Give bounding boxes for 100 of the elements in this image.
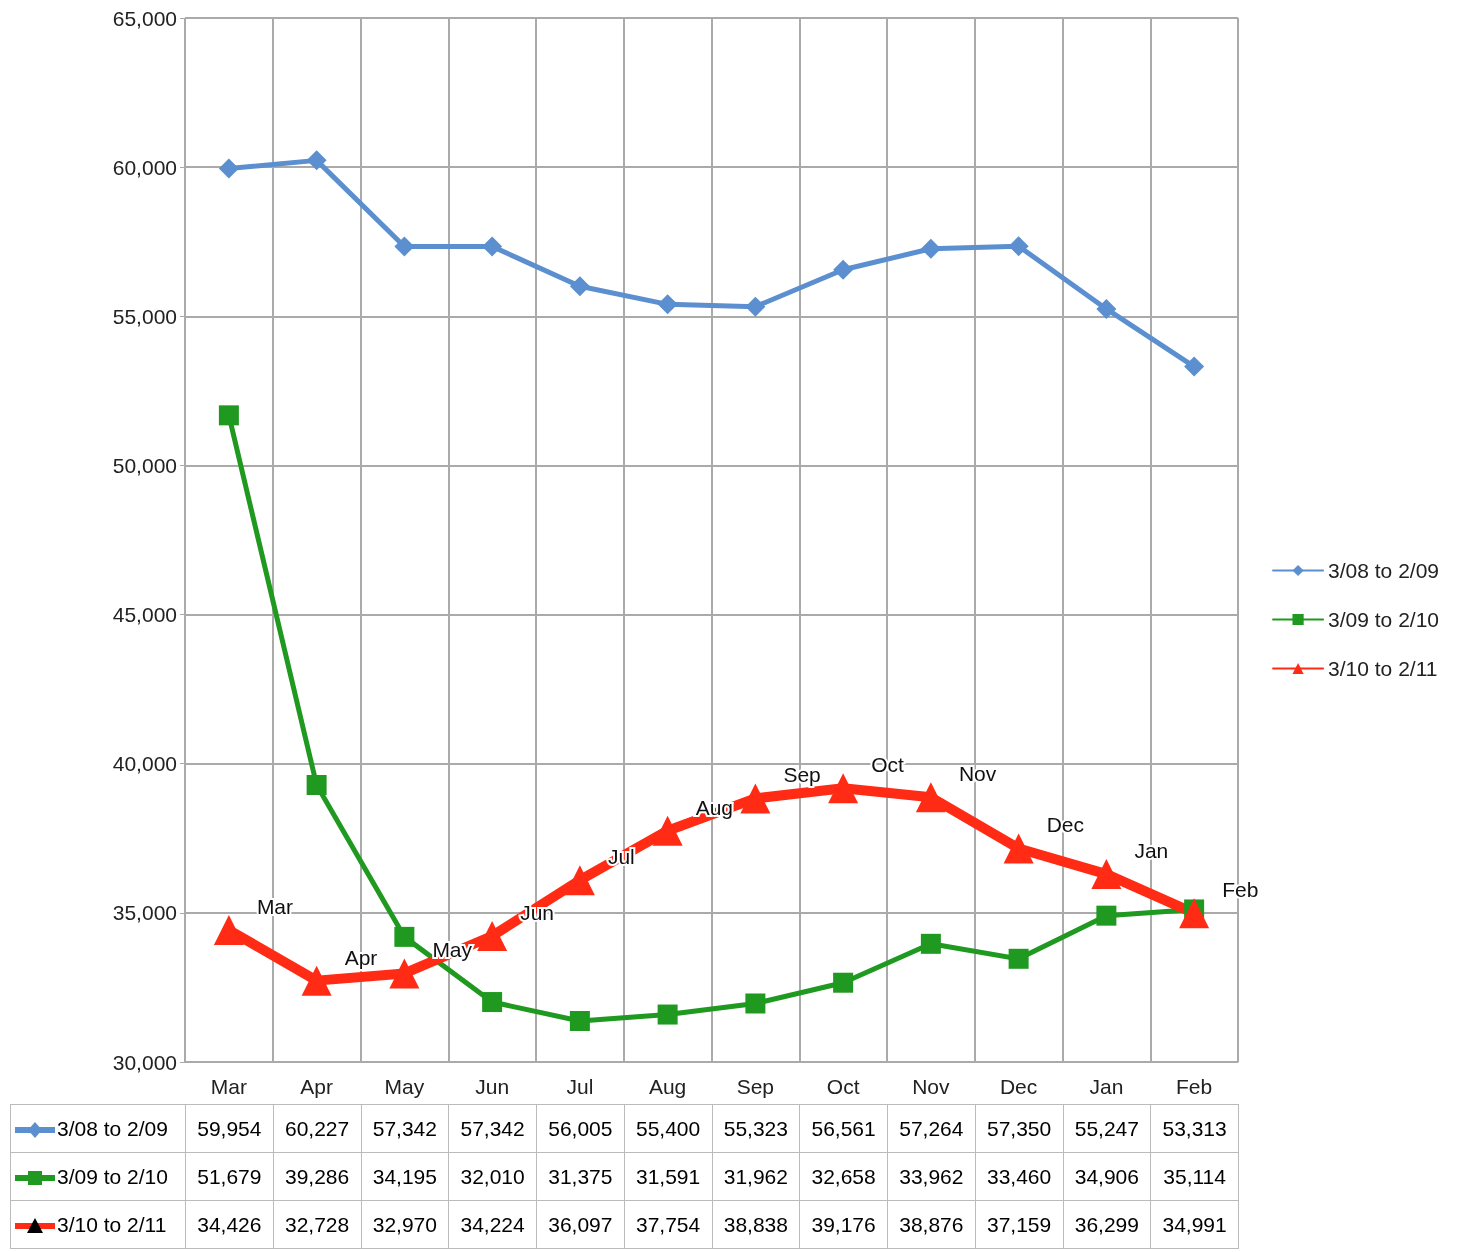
point [394, 926, 415, 947]
point [1096, 905, 1117, 926]
data-label: 32,010 [448, 1152, 537, 1201]
y-tick-label: 60,000 [112, 155, 177, 179]
x-tick-label: Mar [210, 1075, 247, 1098]
point [482, 236, 503, 257]
y-tick-label: 65,000 [112, 6, 177, 30]
data-label: 60,227 [273, 1104, 361, 1153]
point [218, 405, 239, 426]
point [1096, 298, 1117, 319]
point [1008, 236, 1029, 257]
legend-label: 3/09 to 2/10 [1328, 608, 1440, 631]
data-label: 55,323 [712, 1104, 800, 1153]
x-tick-label: Feb [1176, 1075, 1213, 1098]
y-tick-label: 45,000 [112, 603, 177, 627]
annotation: Feb [1222, 878, 1259, 902]
point [482, 992, 503, 1013]
data-label: 34,224 [448, 1200, 537, 1249]
text: 3/09 to 2/10 [57, 1164, 168, 1188]
data-label: 59,954 [185, 1104, 274, 1153]
x-tick-label: Oct [826, 1075, 860, 1098]
point [1003, 833, 1034, 864]
data-label: 33,460 [975, 1152, 1063, 1201]
data-label: 53,313 [1150, 1104, 1239, 1153]
data-label: 51,679 [185, 1152, 274, 1201]
data-label: 57,342 [448, 1104, 537, 1153]
data-label: 56,005 [536, 1104, 625, 1153]
point [652, 815, 683, 846]
point [569, 1010, 590, 1031]
data-label: 38,838 [712, 1200, 800, 1249]
data-label: 37,754 [624, 1200, 712, 1249]
data-label: 57,350 [975, 1104, 1063, 1153]
point [745, 296, 766, 317]
point [833, 259, 854, 280]
data-label: 39,176 [799, 1200, 888, 1249]
x-tick-label: May [384, 1075, 425, 1098]
data-label: 57,342 [361, 1104, 449, 1153]
y-tick-label: 55,000 [112, 304, 177, 328]
point [213, 914, 244, 945]
x-tick-label: Nov [912, 1075, 951, 1098]
x-tick-label: Apr [300, 1075, 333, 1098]
point [306, 150, 327, 171]
point [389, 958, 420, 989]
x-tick-label: Aug [648, 1075, 687, 1098]
x-tick-label: Jul [566, 1075, 594, 1098]
point [740, 783, 771, 814]
data-label: 34,195 [361, 1152, 449, 1201]
text: 3/10 to 2/11 [57, 1212, 167, 1236]
point [477, 921, 508, 951]
data-label: 56,561 [799, 1104, 888, 1153]
data-label: 33,962 [887, 1152, 976, 1201]
text: 3/08 to 2/09 [57, 1116, 168, 1140]
legend-label: 3/08 to 2/09 [1328, 559, 1440, 582]
x-tick-label: Dec [999, 1075, 1038, 1098]
data-label: 31,591 [624, 1152, 712, 1201]
legend-label: 3/10 to 2/11 [1328, 657, 1438, 680]
annotation: Oct [871, 753, 904, 777]
y-tick-label: 35,000 [112, 901, 177, 925]
point [1091, 859, 1122, 890]
data-label: 34,426 [185, 1200, 274, 1249]
data-label: 34,991 [1150, 1200, 1239, 1249]
point [569, 276, 590, 297]
data-label: 34,906 [1063, 1152, 1151, 1201]
y-tick-label: 30,000 [112, 1050, 177, 1074]
point [218, 158, 239, 179]
annotation: Mar [256, 894, 294, 918]
annotation: Apr [344, 945, 378, 969]
data-label: 55,247 [1063, 1104, 1151, 1153]
x-tick-label: Jun [475, 1075, 510, 1098]
point [915, 782, 946, 813]
point [920, 933, 941, 954]
point [301, 965, 332, 996]
x-tick-label: Jan [1089, 1075, 1124, 1098]
annotation: Nov [958, 762, 997, 786]
point [306, 775, 327, 796]
x-tick-label: Sep [736, 1075, 775, 1098]
point [394, 236, 415, 257]
data-label: 36,097 [536, 1200, 625, 1249]
data-label: 57,264 [887, 1104, 976, 1153]
point [657, 294, 678, 315]
data-label: 39,286 [273, 1152, 361, 1201]
point [657, 1004, 678, 1025]
point [1184, 356, 1205, 377]
data-label: 31,375 [536, 1152, 625, 1201]
data-label: 32,658 [799, 1152, 888, 1201]
data-label: 36,299 [1063, 1200, 1151, 1249]
point [745, 993, 766, 1014]
annotation: Sep [783, 763, 821, 787]
annotation: Dec [1046, 813, 1084, 837]
data-label: 55,400 [624, 1104, 712, 1153]
annotation: Jan [1134, 839, 1169, 863]
point [828, 773, 859, 804]
y-tick-label: 40,000 [112, 752, 177, 776]
point [1179, 898, 1210, 929]
data-label: 35,114 [1150, 1152, 1239, 1201]
data-label: 31,962 [712, 1152, 800, 1201]
point [920, 238, 941, 259]
point [833, 972, 854, 993]
data-label: 37,159 [975, 1200, 1063, 1249]
point [564, 865, 595, 896]
